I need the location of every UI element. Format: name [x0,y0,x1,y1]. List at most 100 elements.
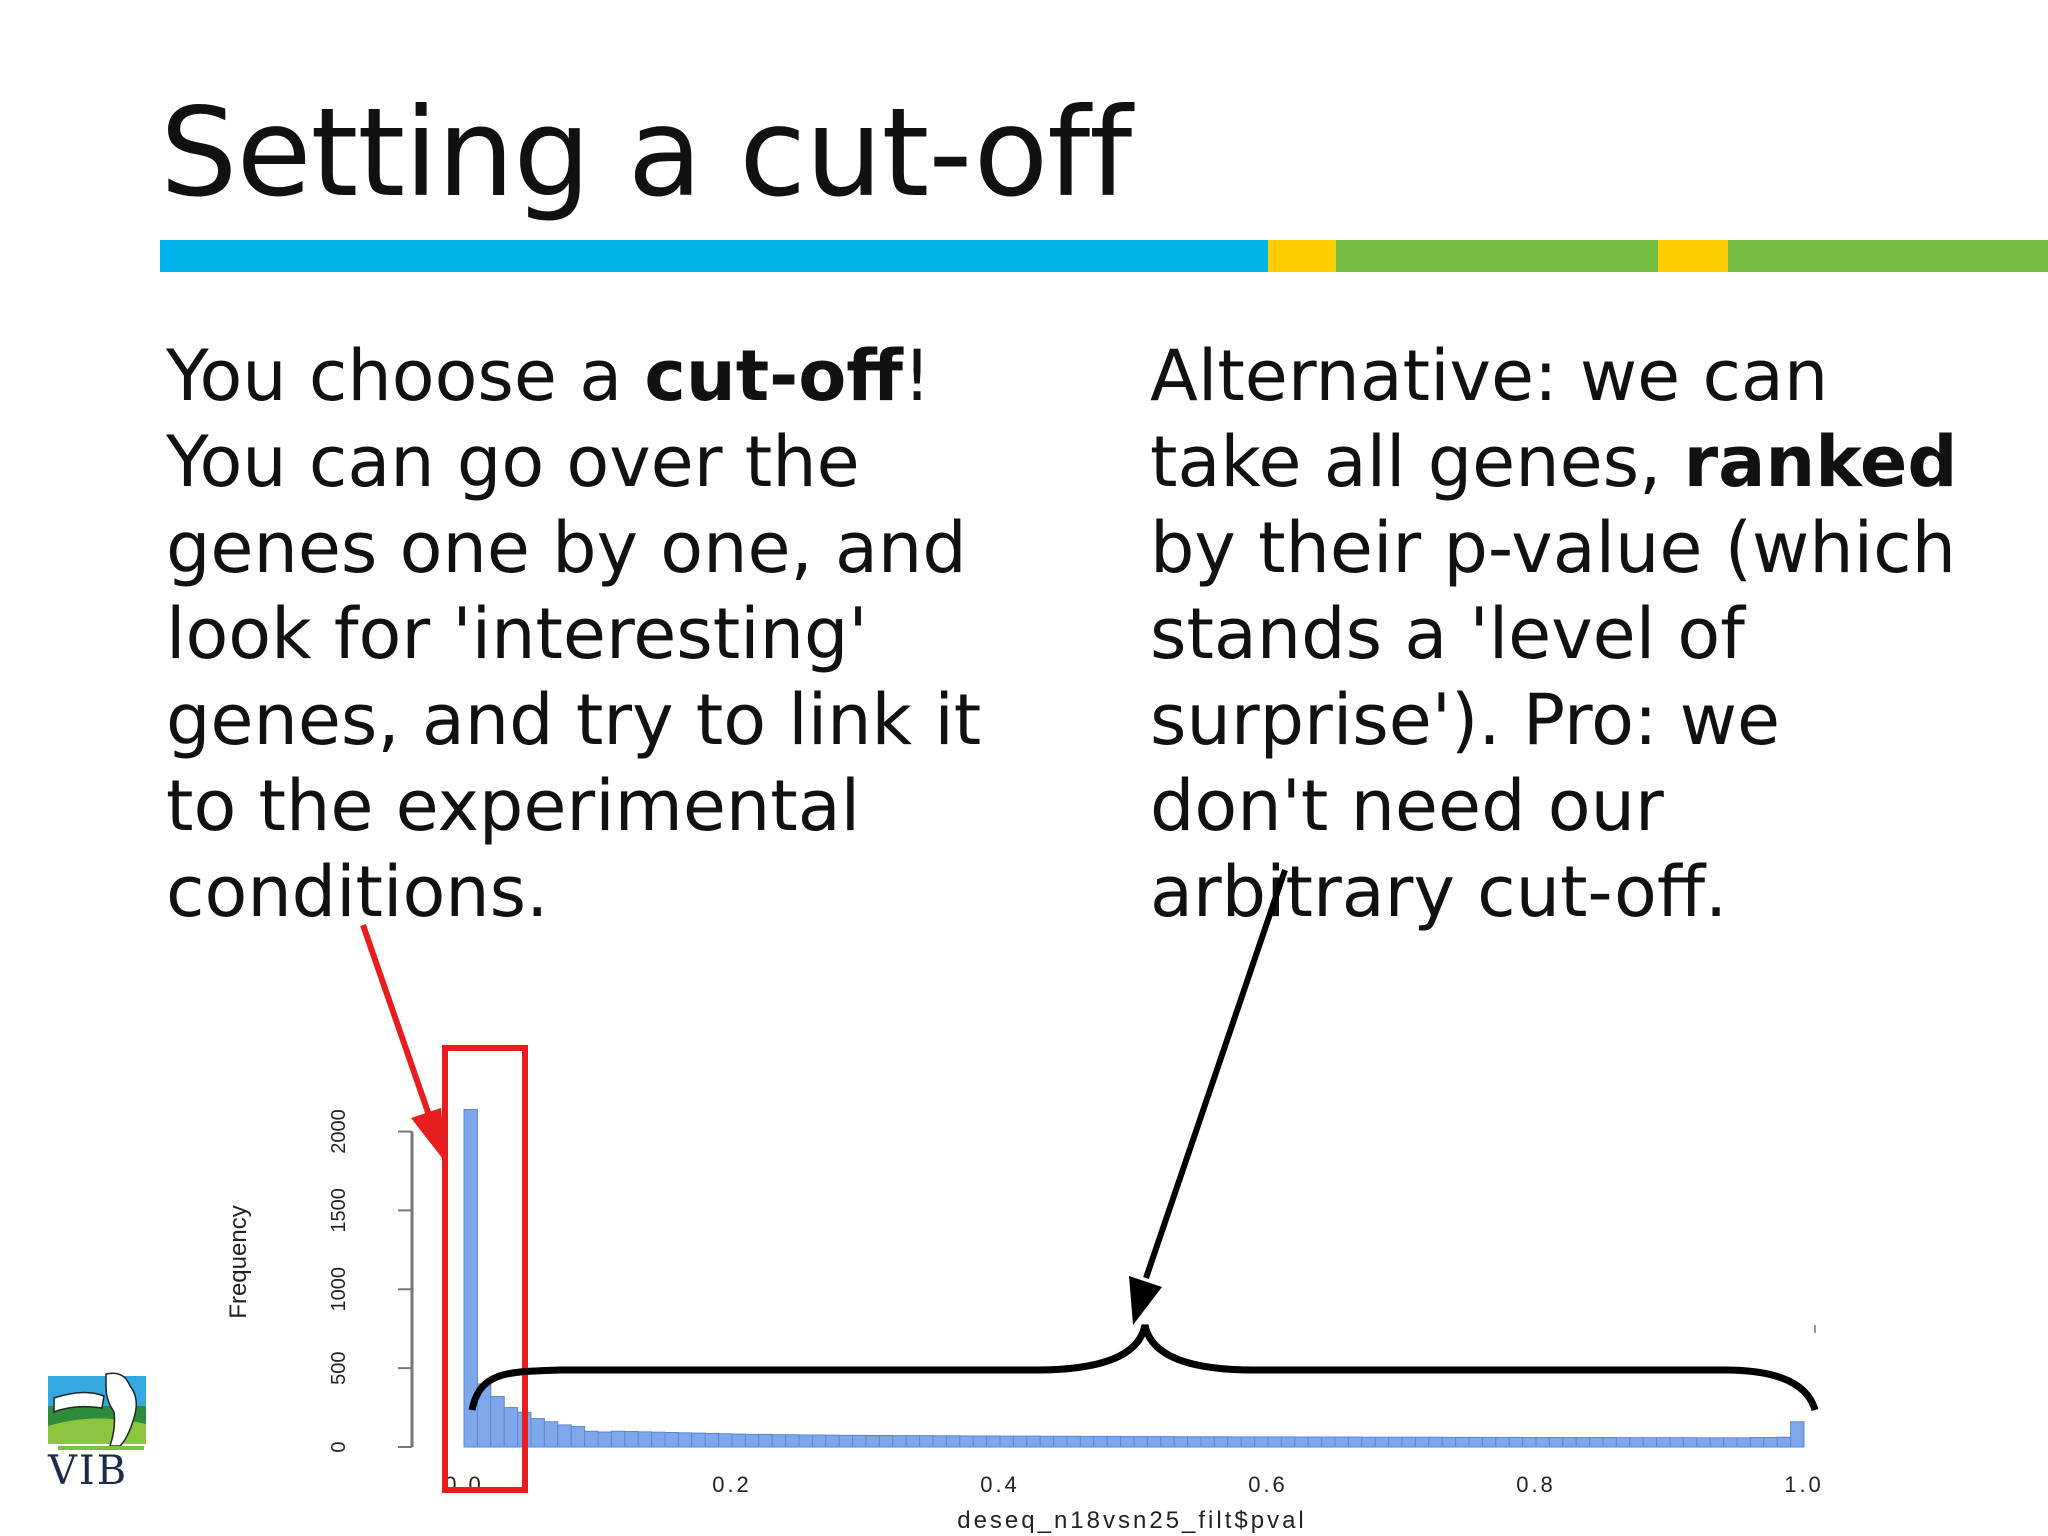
x-axis-label: deseq_n18vsn25_filt$pval [957,1507,1307,1534]
histogram-bar [463,1108,478,1448]
right-text-part: don't need our [1150,765,1664,847]
right-text-line-3: by their p-value (which [1150,505,1958,591]
right-text-part: arbitrary cut-off. [1150,851,1728,933]
left-text-line-5: genes, and try to link it [166,677,981,763]
left-text-part: You choose a [166,335,645,417]
y-tick-label: 1000 [328,1267,350,1312]
vib-logo-icon [44,1368,154,1454]
histogram-bar [1321,1436,1336,1448]
histogram-bar [1736,1437,1751,1448]
histogram-bar [878,1434,894,1448]
right-text-line-1: Alternative: we can [1150,333,1958,419]
histogram-bar [557,1424,572,1448]
left-text-part: genes one by one, and [166,507,967,589]
histogram-bar [651,1431,666,1448]
right-text-line-7: arbitrary cut-off. [1150,849,1958,935]
left-text-line-3: genes one by one, and [166,505,981,591]
right-text-line-4: stands a 'level of [1150,591,1958,677]
histogram-bar [597,1431,612,1448]
accent-bar-yellow-2 [1658,240,1728,272]
y-tick-label: 0 [328,1441,350,1452]
histogram-bar [503,1407,519,1448]
histogram-bars [463,1108,1805,1448]
histogram-bar [1146,1436,1162,1448]
histogram-bar [1254,1436,1269,1448]
histogram-bar [1334,1436,1349,1448]
histogram-bar [1053,1435,1068,1448]
histogram-bar [771,1434,787,1448]
histogram-bar [1455,1436,1470,1448]
histogram-bar [758,1433,773,1448]
black-arrow-line [1143,869,1288,1279]
histogram-bar [1294,1436,1309,1448]
histogram-bar [1093,1435,1108,1448]
histogram-bar [1548,1437,1564,1448]
histogram-bar [1790,1421,1805,1448]
histogram-bar [1227,1436,1242,1448]
left-text-line-7: conditions. [166,849,981,935]
left-text-part: look for 'interesting' [166,593,868,675]
x-tick-label: 1.0 [1784,1472,1824,1497]
accent-bar-green-2 [1728,240,2048,272]
right-text-part: by their p-value (which [1150,507,1956,589]
left-text-part: ! [903,335,932,417]
left-text-part: conditions. [166,851,549,933]
histogram-bar [1709,1437,1725,1448]
red-arrow-line [360,924,433,1119]
accent-bar-yellow-1 [1268,240,1336,272]
histogram-bar [1347,1436,1363,1448]
histogram-bar [1066,1435,1081,1448]
histogram-bar [1629,1437,1644,1448]
histogram-bar [704,1432,720,1448]
histogram-bar [1187,1436,1202,1448]
cutoff-highlight-box [442,1045,528,1493]
histogram-bar [785,1434,800,1448]
black-arrow-head [1129,1276,1162,1325]
histogram-bar [610,1430,626,1448]
histogram-bar [1749,1437,1765,1448]
histogram-bar [1160,1436,1175,1448]
slide-title: Setting a cut-off [160,82,1132,224]
histogram-bar [959,1435,974,1448]
histogram-bar [1763,1437,1778,1448]
histogram-bar [1495,1436,1510,1448]
right-text-bold: ranked [1683,421,1958,503]
histogram-bar [1602,1437,1617,1448]
y-tick-label: 2000 [328,1109,350,1154]
right-text-line-6: don't need our [1150,763,1958,849]
histogram-bar [570,1425,586,1448]
histogram-bar [1522,1437,1537,1448]
histogram-bar [718,1433,733,1448]
histogram-bar [1039,1435,1055,1448]
red-arrow-head [411,1108,446,1163]
histogram-bar [905,1435,921,1448]
histogram-bar [852,1434,867,1448]
left-text-line-2: You can go over the [166,419,981,505]
histogram-bar [986,1435,1001,1448]
histogram-bar [932,1435,947,1448]
histogram-bar [865,1434,880,1448]
histogram-bar [691,1432,706,1448]
histogram-bar [1414,1436,1430,1448]
x-tick-label: 0.4 [980,1472,1020,1497]
y-axis-label: Frequency [225,1205,252,1318]
histogram-bar [1200,1436,1215,1448]
histogram-bar [1562,1437,1577,1448]
histogram-bar [825,1434,840,1448]
left-text-part: to the experimental [166,765,861,847]
histogram-bar [919,1435,934,1448]
vib-logo-text: VIB [48,1448,129,1494]
histogram-bar [1669,1437,1684,1448]
left-text-block: You choose a cut-off! You can go over the… [166,333,981,935]
histogram-bar [637,1431,653,1448]
right-text-part: stands a 'level of [1150,593,1745,675]
histogram-bar [1481,1436,1497,1448]
left-text-line-1: You choose a cut-off! [166,333,981,419]
x-tick-label: 0.8 [1516,1472,1556,1497]
histogram-bar [1723,1437,1738,1448]
histogram-bar [584,1430,599,1448]
histogram-bar [1682,1437,1698,1448]
histogram-axes: 0 500 1000 1500 2000 0.0 0.2 0.4 0.6 0.8 1.0 [328,1109,1824,1497]
histogram-bar [1656,1437,1671,1448]
